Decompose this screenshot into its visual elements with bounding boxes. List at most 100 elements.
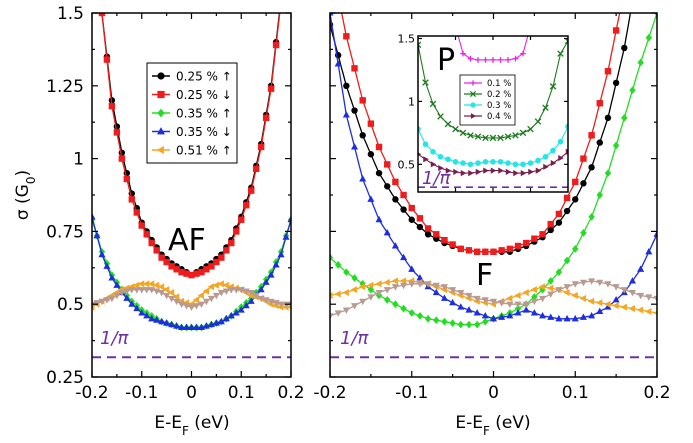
data-point [207,283,214,291]
data-point [579,313,587,320]
data-point [588,278,596,285]
data-point [242,301,250,309]
data-point [252,292,260,300]
data-point [118,289,126,297]
data-point [222,288,230,295]
data-point [103,262,111,269]
data-point [539,231,546,238]
data-point [375,169,383,177]
data-point [342,307,350,314]
data-point [98,13,106,17]
data-point [653,230,657,237]
data-point [542,153,549,160]
data-point [483,167,489,174]
data-point [212,292,220,300]
panel-label-f: F [476,258,493,293]
data-point [572,196,579,203]
data-point [113,292,121,300]
data-point [334,310,342,317]
data-point [465,292,473,300]
y-axis-label: σ (G0) [13,170,38,220]
data-point [202,287,209,295]
data-point [637,292,645,300]
x-label-subscript: F [182,424,189,438]
data-point [514,301,522,309]
inset-y-tick-label: 1 [408,95,415,108]
data-point [449,319,456,327]
data-point [473,309,481,316]
data-point [637,265,645,272]
data-point [621,44,628,52]
data-point [113,129,121,136]
inset-legend-marker [470,80,476,86]
data-point [351,303,359,310]
data-point [334,60,342,67]
data-point [557,138,564,145]
data-point [375,289,383,297]
data-point [223,247,230,254]
data-point [133,304,141,312]
data-point [367,151,375,158]
data-point [555,210,563,218]
data-point [475,160,481,166]
data-point [504,133,512,140]
data-point [523,239,530,247]
data-point [424,231,432,238]
data-point [539,295,547,303]
data-point [596,100,603,107]
data-point [596,279,604,287]
data-point [612,295,620,303]
data-point [252,165,260,172]
data-point [452,125,459,133]
data-point [550,159,557,167]
data-point [334,290,341,298]
data-point [465,247,473,254]
x-label-tail: (eV) [490,413,531,433]
data-point [399,277,407,285]
data-point [506,294,513,302]
data-point [519,129,527,137]
data-point [620,287,628,294]
data-point [173,298,181,306]
data-point [528,23,534,29]
y-label-tail: ) [13,170,33,177]
data-point [580,155,587,162]
data-point [267,271,275,278]
data-point [457,303,465,310]
data-point [520,170,527,177]
data-point [445,156,451,163]
data-point [539,285,546,294]
data-point [367,195,375,202]
data-point [571,291,578,299]
x-tick-label: -0.1 [125,383,158,403]
data-point [580,180,587,187]
data-point [437,113,444,120]
data-point [172,293,180,301]
data-point [506,301,514,309]
data-point [558,154,564,162]
y-label-subscript: 0 [24,177,38,185]
data-point [527,160,534,166]
data-point [278,0,284,5]
data-point [98,250,106,258]
data-point [207,295,215,303]
data-point [277,250,285,258]
data-point [93,300,101,307]
data-point [512,161,519,168]
data-point [555,219,563,226]
legend-label: 0.25 % ↑ [176,70,232,84]
data-point [498,247,505,254]
data-point [506,312,514,319]
data-point [595,299,603,307]
data-point [168,320,176,328]
data-point [418,41,422,49]
data-point [563,314,571,322]
data-point [555,268,563,277]
data-point [98,298,106,306]
data-point [123,294,131,301]
data-point [429,100,437,108]
data-point [128,287,136,294]
data-point [432,282,440,290]
data-point [530,286,537,294]
data-point [92,301,96,309]
